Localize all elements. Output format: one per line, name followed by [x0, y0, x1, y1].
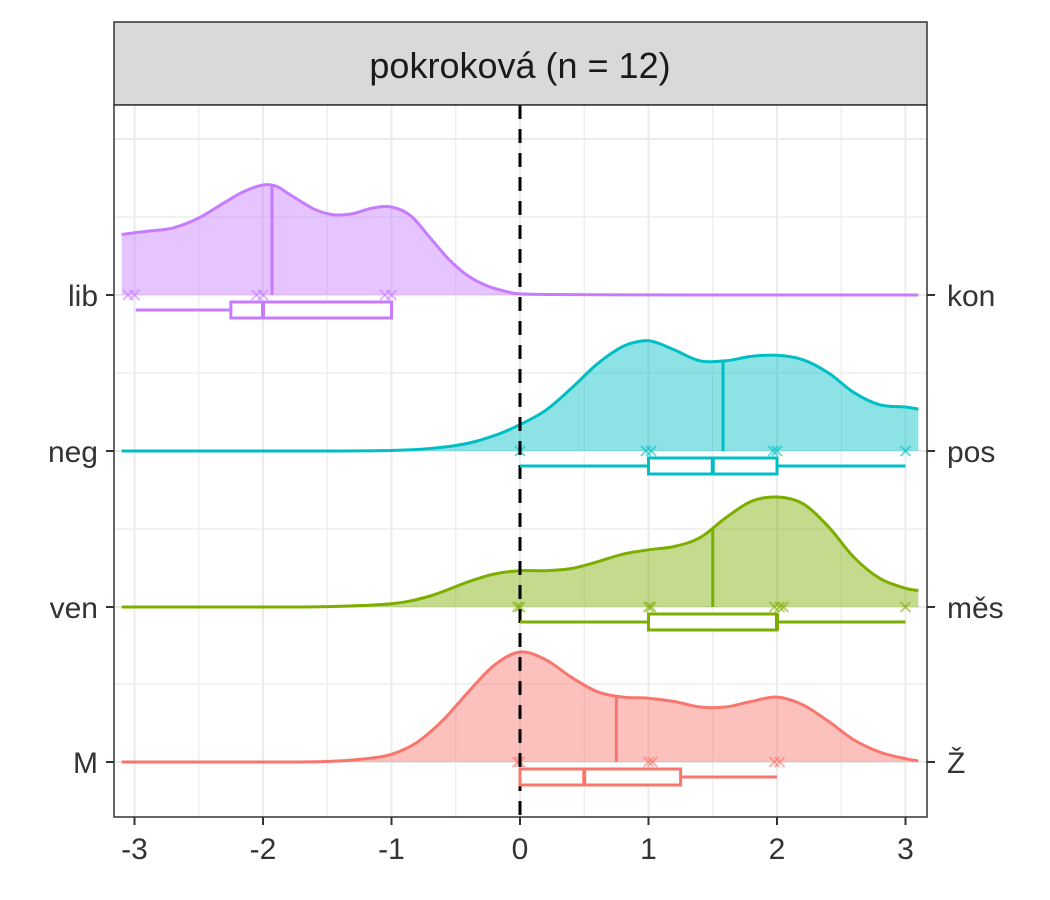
data-point	[773, 756, 786, 768]
data-point	[642, 756, 655, 768]
ridges	[121, 183, 919, 768]
boxplots	[135, 300, 906, 787]
data-point-stroke	[899, 445, 912, 457]
boxplot-M	[518, 767, 777, 787]
data-point-stroke	[773, 601, 786, 613]
data-point-stroke	[257, 289, 269, 301]
ridge-neg	[121, 339, 919, 457]
data-point-stroke	[128, 289, 141, 301]
ridge-ven	[121, 495, 919, 613]
data-point	[645, 601, 657, 613]
data-point	[640, 445, 652, 457]
data-point	[646, 756, 659, 768]
data-point	[257, 289, 269, 301]
data-point	[773, 601, 786, 613]
data-point-stroke	[645, 445, 657, 457]
data-point-stroke	[642, 601, 655, 613]
data-point-stroke	[768, 756, 781, 768]
data-point	[771, 445, 783, 457]
boxplot-ven	[520, 612, 906, 632]
density-area	[121, 340, 919, 452]
x-tick-label: 1	[640, 833, 657, 866]
data-point-stroke	[768, 601, 781, 613]
data-point-stroke	[640, 445, 652, 457]
facet-strip	[113, 21, 928, 106]
y-tick-label-left: ven	[50, 592, 98, 625]
density-line	[121, 339, 919, 453]
data-point-stroke	[645, 601, 657, 613]
data-point-stroke	[777, 601, 790, 613]
x-tick-label: 0	[512, 833, 529, 866]
data-point-stroke	[773, 756, 786, 768]
data-point	[899, 601, 912, 613]
x-tick-label: -3	[121, 833, 148, 866]
data-point	[128, 289, 141, 301]
density-line	[121, 495, 919, 609]
density-line	[121, 650, 919, 764]
data-point-stroke	[899, 601, 912, 613]
data-point-stroke	[385, 289, 398, 301]
axes: -3 -2 -1 0 1 2 3 lib kon neg pos ven měs M Ž	[48, 280, 1004, 866]
y-tick-label-right: kon	[947, 280, 995, 313]
data-point	[645, 445, 657, 457]
x-tick-label: 3	[897, 833, 914, 866]
data-point-stroke	[767, 445, 779, 457]
box	[518, 767, 683, 787]
data-point	[768, 756, 781, 768]
x-tick-label: -1	[378, 833, 405, 866]
box	[647, 612, 779, 632]
data-point	[777, 601, 790, 613]
y-tick-label-right: pos	[947, 436, 995, 469]
facet-label: pokroková (n = 12)	[369, 45, 670, 86]
data-point-stroke	[642, 756, 655, 768]
y-tick-label-left: lib	[68, 280, 98, 313]
data-point-stroke	[511, 601, 524, 613]
y-tick-label-right: Ž	[947, 747, 965, 780]
box	[229, 300, 393, 320]
data-point-stroke	[514, 601, 526, 613]
data-point	[899, 445, 912, 457]
x-tick-label: -2	[250, 833, 277, 866]
y-tick-label-left: neg	[48, 436, 98, 469]
data-point-stroke	[771, 445, 783, 457]
boxplot-lib	[135, 300, 393, 320]
data-point	[767, 445, 779, 457]
data-point	[385, 289, 398, 301]
data-point	[514, 601, 526, 613]
ridge-lib	[121, 183, 919, 301]
data-point-stroke	[646, 756, 659, 768]
boxplot-neg	[520, 456, 906, 476]
data-point	[768, 601, 781, 613]
x-tick-label: 2	[769, 833, 786, 866]
y-tick-label-left: M	[73, 747, 98, 780]
data-point	[642, 601, 655, 613]
y-tick-label-right: měs	[947, 592, 1004, 625]
density-line	[121, 183, 919, 297]
